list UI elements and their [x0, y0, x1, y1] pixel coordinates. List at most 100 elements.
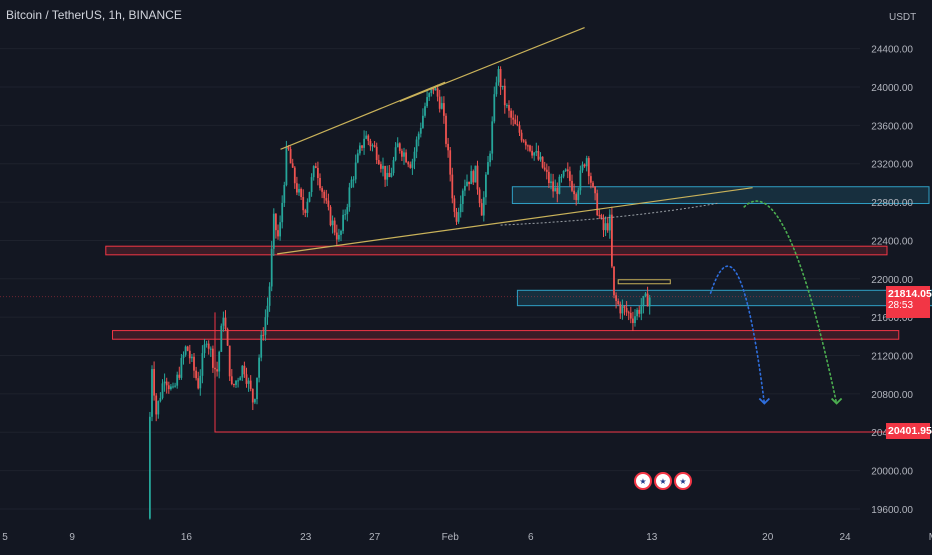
candle	[249, 380, 252, 389]
candle	[365, 135, 368, 139]
candle	[373, 145, 376, 147]
x-tick-label: 20	[762, 532, 774, 543]
candle	[262, 334, 265, 336]
us-flag-icon[interactable]: ★	[634, 472, 652, 490]
last-price: 21814.05	[888, 288, 932, 300]
candle	[268, 286, 271, 306]
candle	[417, 133, 420, 140]
currency-label: USDT	[889, 12, 917, 23]
candle	[363, 138, 365, 148]
candle	[527, 145, 529, 147]
candle	[608, 214, 611, 231]
candle	[646, 293, 649, 307]
candle	[438, 96, 441, 109]
candle	[554, 187, 557, 192]
candle	[627, 312, 630, 314]
candle	[298, 188, 300, 193]
candle	[560, 176, 563, 178]
candle	[237, 380, 239, 382]
upper-channel-trendline	[280, 81, 446, 150]
candle	[638, 309, 641, 314]
y-tick-label: 22400.00	[871, 236, 913, 247]
candle	[188, 350, 191, 359]
support-zone	[105, 245, 888, 256]
candle	[457, 212, 460, 222]
consolidation-box	[617, 279, 671, 285]
candle	[545, 169, 548, 172]
candle	[634, 316, 636, 324]
candle	[455, 211, 458, 222]
candle	[386, 172, 389, 180]
candle	[445, 115, 447, 144]
x-tick-label: Feb	[442, 532, 460, 543]
candle	[403, 152, 405, 157]
us-flag-icon[interactable]: ★	[654, 472, 672, 490]
candle	[510, 110, 512, 118]
candle	[283, 184, 286, 203]
candle	[541, 156, 544, 168]
candle	[390, 173, 393, 178]
candle	[539, 156, 542, 160]
y-tick-label: 20000.00	[871, 467, 913, 478]
candle	[193, 356, 195, 371]
candle	[293, 167, 296, 184]
candle	[514, 119, 517, 125]
candle	[197, 378, 200, 389]
y-tick-label: 20800.00	[871, 390, 913, 401]
candle	[394, 147, 397, 161]
candle	[602, 218, 605, 231]
grid	[0, 48, 860, 510]
us-flag-icon[interactable]: ★	[674, 472, 692, 490]
y-tick-label: 24000.00	[871, 83, 913, 94]
candle	[302, 197, 305, 211]
candle	[436, 88, 439, 97]
candle	[340, 230, 342, 235]
candle	[327, 200, 330, 207]
candle	[182, 354, 185, 359]
candle	[361, 145, 363, 148]
candle	[312, 166, 315, 178]
candle	[380, 164, 382, 169]
candle	[165, 381, 168, 386]
candle	[275, 213, 277, 231]
candle	[405, 152, 407, 163]
candle	[524, 141, 527, 146]
candle	[272, 213, 275, 249]
candle	[497, 69, 500, 83]
x-tick-label: 6	[528, 532, 534, 543]
candle	[199, 375, 202, 389]
candle	[369, 140, 372, 147]
candle	[153, 369, 155, 396]
y-tick-label: 21600.00	[871, 313, 913, 324]
candle	[375, 146, 378, 161]
chart-title: Bitcoin / TetherUS, 1h, BINANCE	[6, 8, 182, 22]
candle	[640, 306, 643, 314]
candle	[319, 178, 321, 189]
candle	[344, 214, 347, 216]
candle	[531, 150, 533, 156]
candle	[474, 165, 477, 183]
y-tick-label: 19600.00	[871, 505, 913, 516]
candle	[371, 145, 374, 147]
y-tick-label: 23200.00	[871, 160, 913, 171]
blue-projection-arrow	[758, 397, 770, 405]
candle	[577, 190, 580, 201]
candle	[592, 182, 594, 187]
candle	[585, 158, 588, 167]
candle	[401, 150, 403, 157]
candle	[623, 306, 626, 308]
candle	[329, 206, 332, 226]
candle	[180, 358, 183, 378]
candle	[335, 232, 338, 240]
x-tick-label: 13	[646, 532, 658, 543]
candle	[606, 223, 609, 231]
x-tick-label: 5	[2, 532, 8, 543]
y-tick-label: 22800.00	[871, 198, 913, 209]
x-tick-label: Mar	[929, 532, 932, 543]
candle	[382, 165, 384, 169]
candle	[172, 386, 174, 388]
candle	[203, 344, 206, 354]
candle	[359, 145, 361, 154]
